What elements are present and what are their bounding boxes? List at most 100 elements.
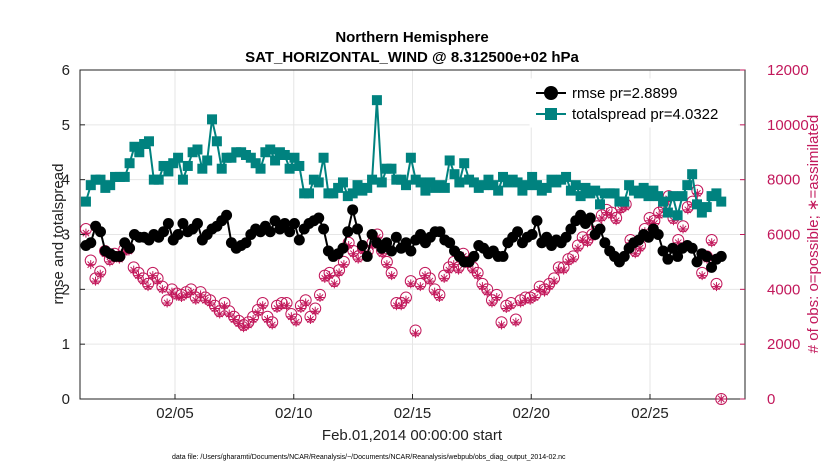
totalspread-point [304, 188, 315, 199]
obs-assimilated-point [282, 301, 292, 311]
totalspread-point [337, 177, 348, 188]
rmse-point [390, 231, 402, 243]
obs-assimilated-point [253, 308, 263, 318]
obs-assimilated-point [544, 282, 554, 292]
rmse-point [172, 229, 184, 240]
rmse-point [400, 237, 412, 249]
totalspread-point [638, 182, 649, 193]
legend-totalspread-label: totalspread pr=4.0322 [572, 106, 718, 123]
obs-assimilated-point [563, 257, 573, 267]
rmse-point [560, 231, 572, 243]
rmse-point [715, 250, 727, 262]
totalspread-point [333, 182, 344, 193]
y-right-tick-label: 8000 [767, 172, 800, 189]
rmse-point [177, 218, 189, 230]
totalspread-point [425, 177, 436, 188]
totalspread-point [168, 158, 179, 169]
totalspread-point [119, 171, 130, 182]
obs-assimilated-point [320, 273, 330, 283]
obs-assimilated-point [200, 295, 210, 305]
obs-assimilated-point [616, 205, 626, 215]
totalspread-point [478, 180, 489, 191]
rmse-point [240, 237, 252, 249]
obs-assimilated-point [525, 295, 535, 305]
totalspread-point [226, 152, 237, 163]
totalspread-point [483, 174, 494, 185]
chart-title: Northern Hemisphere [335, 29, 488, 46]
obs-assimilated-point [387, 271, 397, 281]
totalspread-point [444, 155, 455, 166]
rmse-point [356, 239, 368, 251]
obs-assimilated-point [248, 314, 258, 324]
obs-assimilated-point [649, 219, 659, 229]
obs-assimilated-point [411, 328, 421, 338]
totalspread-point [328, 188, 339, 199]
rmse-point [512, 226, 524, 238]
rmse-point [686, 242, 698, 254]
obs-assimilated-point [516, 298, 526, 308]
y-tick-label: 2 [62, 281, 70, 298]
totalspread-point [633, 188, 644, 199]
obs-assimilated-point [473, 271, 483, 281]
obs-assimilated-point [219, 301, 229, 311]
totalspread-point [405, 152, 416, 163]
totalspread-point [643, 191, 654, 202]
totalspread-point [692, 199, 703, 210]
obs-assimilated-point [530, 293, 540, 303]
obs-assimilated-point [86, 260, 96, 270]
obs-assimilated-point [315, 293, 325, 303]
totalspread-point [420, 185, 431, 196]
rmse-point [85, 237, 97, 249]
totalspread-point [701, 202, 712, 213]
obs-assimilated-point [454, 265, 464, 275]
totalspread-point [619, 196, 630, 207]
rmse-point [385, 245, 397, 257]
rmse-point [269, 215, 281, 227]
obs-assimilated-point [425, 276, 435, 286]
obs-assimilated-point [573, 243, 583, 253]
legend-rmse-label: rmse pr=2.8899 [572, 85, 677, 102]
obs-assimilated-point [439, 273, 449, 283]
obs-assimilated-point [382, 260, 392, 270]
obs-assimilated-point [415, 282, 425, 292]
obs-assimilated-point [310, 306, 320, 316]
totalspread-point [367, 174, 378, 185]
totalspread-point [449, 169, 460, 180]
totalspread-point [318, 152, 329, 163]
totalspread-point [565, 185, 576, 196]
rmse-point [158, 226, 170, 238]
totalspread-point [163, 166, 174, 177]
totalspread-point [493, 185, 504, 196]
obs-assimilated-point [286, 312, 296, 322]
obs-assimilated-point [583, 238, 592, 248]
totalspread-point [182, 160, 193, 171]
y-tick-label: 4 [62, 172, 70, 189]
totalspread-point [105, 180, 116, 191]
obs-assimilated-point [181, 290, 191, 300]
obs-assimilated-point [296, 304, 306, 314]
obs-assimilated-point [673, 238, 683, 248]
obs-assimilated-point [697, 271, 707, 281]
totalspread-point [265, 144, 276, 155]
obs-assimilated-point [186, 287, 196, 297]
rmse-point [594, 223, 606, 235]
totalspread-point [682, 180, 693, 191]
totalspread-point [570, 180, 581, 191]
legend-box [529, 78, 739, 128]
y-tick-label: 0 [62, 391, 70, 408]
totalspread-point [294, 160, 305, 171]
obs-assimilated-point [549, 276, 559, 286]
totalspread-point [396, 174, 407, 185]
obs-assimilated-point [305, 314, 315, 324]
totalspread-point [609, 188, 620, 199]
rmse-point [264, 226, 276, 238]
totalspread-point [531, 180, 542, 191]
obs-assimilated-point [506, 301, 516, 311]
y-ticks-right: 0 2000 4000 6000 8000 10000 12000 [740, 62, 809, 408]
rmse-point [342, 226, 354, 238]
obs-assimilated-point [396, 301, 406, 311]
totalspread-point [454, 177, 465, 188]
rmse-point [191, 218, 203, 230]
totalspread-point [595, 199, 606, 210]
obs-assimilated-point [482, 287, 492, 297]
